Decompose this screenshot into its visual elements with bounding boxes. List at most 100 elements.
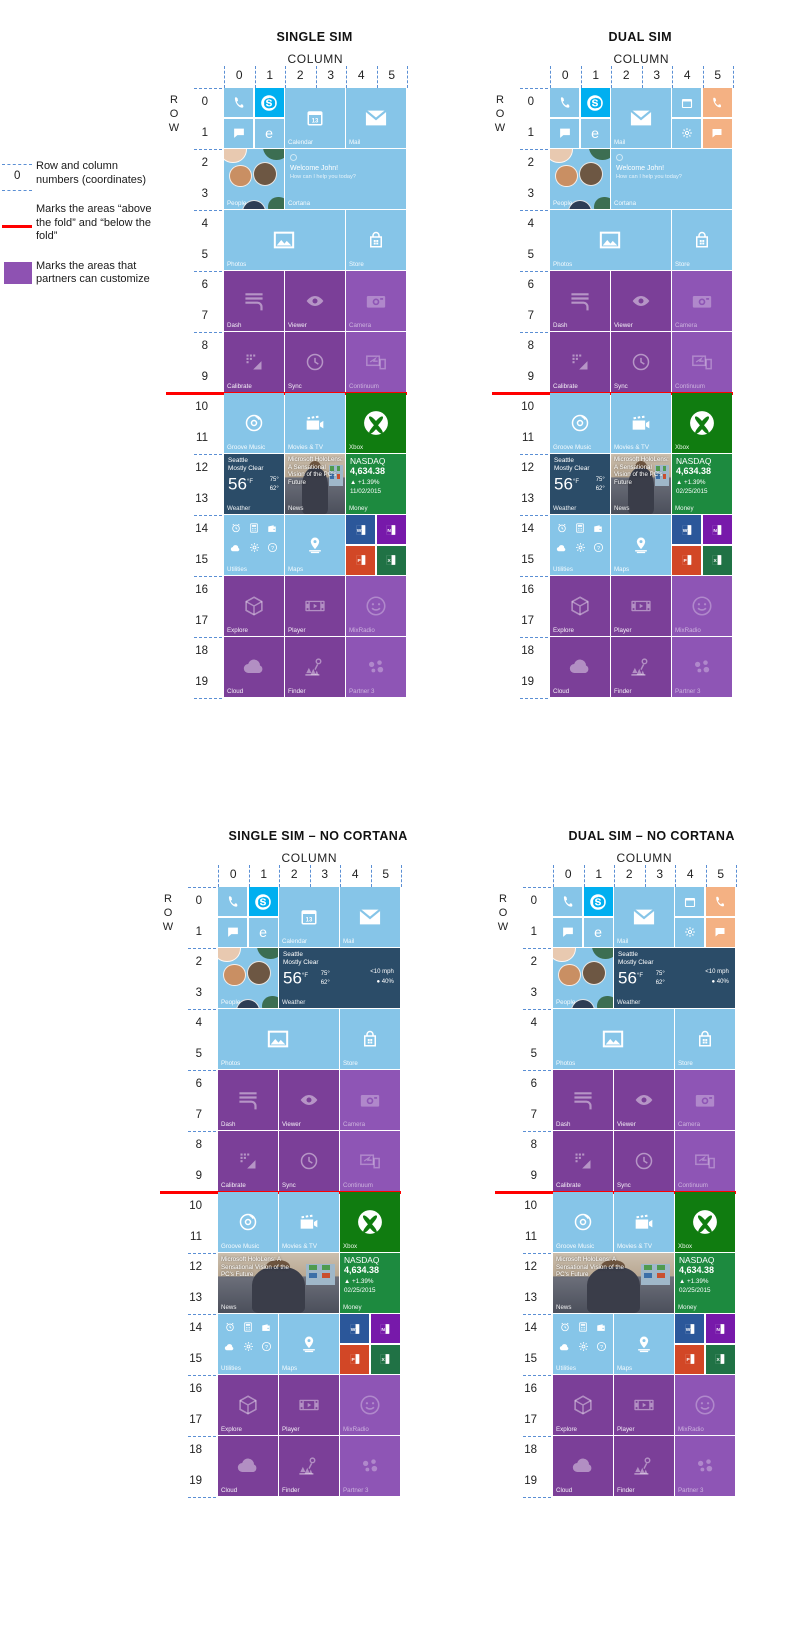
tile-edge[interactable]: e — [580, 118, 610, 148]
tile-calibrate[interactable]: Calibrate — [550, 332, 610, 392]
tile-messaging[interactable] — [550, 118, 580, 148]
tile-weather[interactable]: Seattle Mostly Clear 56°F 75° 62° <10 mph… — [279, 948, 400, 1008]
tile-partner3[interactable]: Partner 3 — [340, 1436, 400, 1496]
tile-camera[interactable]: Camera — [346, 271, 406, 331]
tile-word[interactable]: W — [675, 1314, 705, 1344]
tile-continuum[interactable]: Continuum — [346, 332, 406, 392]
tile-weather[interactable]: Seattle Mostly Clear 56°F 75° 62° Weather — [224, 454, 284, 514]
tile-finder[interactable]: Finder — [614, 1436, 674, 1496]
tile-phone[interactable] — [553, 887, 583, 917]
tile-maps[interactable]: Maps — [614, 1314, 674, 1374]
tile-messaging-sim2[interactable] — [705, 917, 735, 947]
tile-cloud[interactable]: Cloud — [553, 1436, 613, 1496]
tile-calendar[interactable]: 13 Calendar — [279, 887, 339, 947]
tile-camera[interactable]: Camera — [340, 1070, 400, 1130]
tile-xbox[interactable]: Xbox — [346, 393, 406, 453]
tile-store[interactable]: Store — [340, 1009, 400, 1069]
tile-settings[interactable] — [672, 118, 702, 148]
tile-maps[interactable]: Maps — [285, 515, 345, 575]
tile-money[interactable]: NASDAQ 4,634.38 ▲ +1.39% 02/25/2015 Mone… — [340, 1253, 400, 1313]
tile-phone[interactable] — [218, 887, 248, 917]
tile-edge[interactable]: e — [254, 118, 284, 148]
tile-groove-music[interactable]: Groove Music — [553, 1192, 613, 1252]
tile-money[interactable]: NASDAQ 4,634.38 ▲ +1.39% 02/25/2015 Mone… — [672, 454, 732, 514]
tile-skype[interactable] — [580, 88, 610, 118]
tile-xbox[interactable]: Xbox — [675, 1192, 735, 1252]
tile-partner3[interactable]: Partner 3 — [346, 637, 406, 697]
tile-onenote[interactable]: N — [705, 1314, 735, 1344]
tile-maps[interactable]: Maps — [279, 1314, 339, 1374]
tile-utilities[interactable]: ? Utilities — [553, 1314, 613, 1374]
tile-edge[interactable]: e — [248, 917, 278, 947]
tile-news[interactable]: Microsoft HoloLens: A Sensational Vision… — [218, 1253, 339, 1313]
tile-photos[interactable]: Photos — [553, 1009, 674, 1069]
tile-cortana[interactable]: Welcome John! How can I help you today? … — [285, 149, 406, 209]
tile-sync[interactable]: Sync — [614, 1131, 674, 1191]
tile-excel[interactable]: X — [705, 1344, 735, 1374]
tile-explore[interactable]: Explore — [553, 1375, 613, 1435]
tile-groove-music[interactable]: Groove Music — [550, 393, 610, 453]
tile-photos[interactable]: Photos — [550, 210, 671, 270]
tile-maps[interactable]: Maps — [611, 515, 671, 575]
tile-onenote[interactable]: N — [376, 515, 406, 545]
tile-powerpoint[interactable]: P — [340, 1344, 370, 1374]
tile-calibrate[interactable]: Calibrate — [553, 1131, 613, 1191]
tile-photos[interactable]: Photos — [218, 1009, 339, 1069]
tile-store[interactable]: Store — [346, 210, 406, 270]
tile-explore[interactable]: Explore — [550, 576, 610, 636]
tile-weather[interactable]: Seattle Mostly Clear 56°F 75° 62° Weather — [550, 454, 610, 514]
tile-mail[interactable]: Mail — [611, 88, 671, 148]
tile-explore[interactable]: Explore — [224, 576, 284, 636]
tile-calibrate[interactable]: Calibrate — [224, 332, 284, 392]
tile-cloud[interactable]: Cloud — [218, 1436, 278, 1496]
tile-mixradio[interactable]: MixRadio — [675, 1375, 735, 1435]
tile-phone-sim2[interactable] — [702, 88, 732, 118]
tile-messaging[interactable] — [224, 118, 254, 148]
tile-utilities[interactable]: ? Utilities — [218, 1314, 278, 1374]
tile-groove-music[interactable]: Groove Music — [224, 393, 284, 453]
tile-mail[interactable]: Mail — [346, 88, 406, 148]
tile-photos[interactable]: Photos — [224, 210, 345, 270]
tile-sync[interactable]: Sync — [285, 332, 345, 392]
tile-dash[interactable]: Dash — [218, 1070, 278, 1130]
tile-messaging[interactable] — [218, 917, 248, 947]
tile-people[interactable]: People — [218, 948, 278, 1008]
tile-explore[interactable]: Explore — [218, 1375, 278, 1435]
tile-excel[interactable]: X — [376, 545, 406, 575]
tile-word[interactable]: W — [672, 515, 702, 545]
tile-excel[interactable]: X — [702, 545, 732, 575]
tile-skype[interactable] — [254, 88, 284, 118]
tile-utilities[interactable]: ? Utilities — [224, 515, 284, 575]
tile-people[interactable]: People — [550, 149, 610, 209]
tile-camera[interactable]: Camera — [675, 1070, 735, 1130]
tile-money[interactable]: NASDAQ 4,634.38 ▲ +1.39% 02/25/2015 Mone… — [675, 1253, 735, 1313]
tile-store[interactable]: Store — [672, 210, 732, 270]
tile-continuum[interactable]: Continuum — [340, 1131, 400, 1191]
tile-onenote[interactable]: N — [702, 515, 732, 545]
tile-finder[interactable]: Finder — [285, 637, 345, 697]
tile-news[interactable]: Microsoft HoloLens: A Sensational Vision… — [611, 454, 671, 514]
tile-onenote[interactable]: N — [370, 1314, 400, 1344]
tile-word[interactable]: W — [340, 1314, 370, 1344]
tile-calendar[interactable]: 13 Calendar — [285, 88, 345, 148]
tile-powerpoint[interactable]: P — [346, 545, 376, 575]
tile-news[interactable]: Microsoft HoloLens: A Sensational Vision… — [553, 1253, 674, 1313]
tile-dash[interactable]: Dash — [553, 1070, 613, 1130]
tile-xbox[interactable]: Xbox — [340, 1192, 400, 1252]
tile-player[interactable]: Player — [611, 576, 671, 636]
tile-movies-tv[interactable]: Movies & TV — [611, 393, 671, 453]
tile-messaging-sim2[interactable] — [702, 118, 732, 148]
tile-finder[interactable]: Finder — [279, 1436, 339, 1496]
tile-cloud[interactable]: Cloud — [224, 637, 284, 697]
tile-mixradio[interactable]: MixRadio — [672, 576, 732, 636]
tile-movies-tv[interactable]: Movies & TV — [285, 393, 345, 453]
tile-viewer[interactable]: Viewer — [285, 271, 345, 331]
tile-calibrate[interactable]: Calibrate — [218, 1131, 278, 1191]
tile-movies-tv[interactable]: Movies & TV — [279, 1192, 339, 1252]
tile-calendar-small[interactable] — [675, 887, 705, 917]
tile-powerpoint[interactable]: P — [675, 1344, 705, 1374]
tile-people[interactable]: People — [553, 948, 613, 1008]
tile-player[interactable]: Player — [279, 1375, 339, 1435]
tile-viewer[interactable]: Viewer — [611, 271, 671, 331]
tile-edge[interactable]: e — [583, 917, 613, 947]
